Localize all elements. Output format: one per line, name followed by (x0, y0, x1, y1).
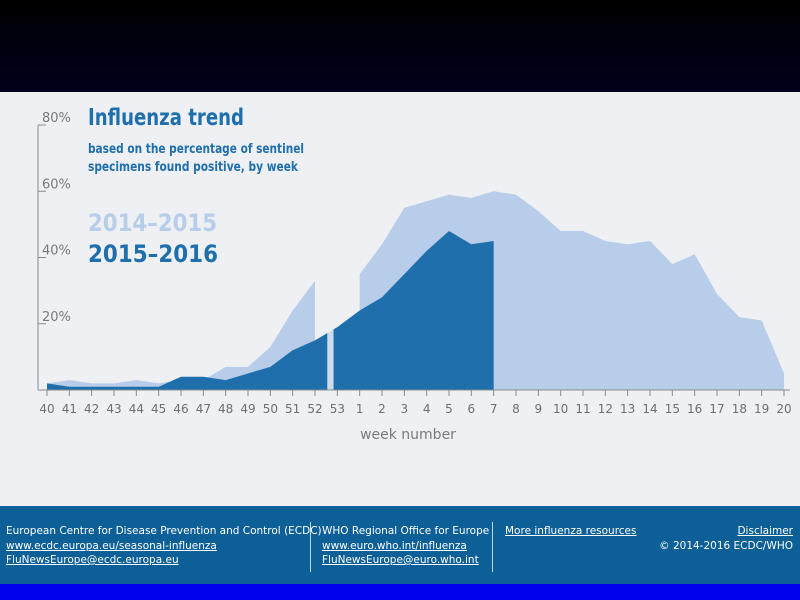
x-tick-label: 46 (173, 402, 188, 416)
x-tick-label: 2 (378, 402, 386, 416)
x-tick-label: 49 (240, 402, 255, 416)
area-layer (47, 191, 784, 390)
area-series-1-segment-0 (47, 231, 494, 390)
x-tick-label: 7 (490, 402, 498, 416)
x-tick-label: 15 (665, 402, 680, 416)
legend-entry-2015-2016: 2015–2016 (88, 240, 218, 268)
x-tick-label: 17 (709, 402, 724, 416)
x-tick-label: 19 (754, 402, 769, 416)
x-tick-label: 11 (575, 402, 590, 416)
x-tick-label: 10 (553, 402, 568, 416)
x-tick-label: 3 (401, 402, 409, 416)
x-tick-label: 13 (620, 402, 635, 416)
footer-who: WHO Regional Office for Europe www.euro.… (322, 524, 489, 568)
chart-panel: 20% 40% 60% 80% 40 41 42 43 44 45 46 47 48 49 50 51 52 53… (0, 92, 800, 506)
x-tick-label: 14 (642, 402, 657, 416)
footer-divider (492, 522, 493, 572)
x-tick-label: 6 (468, 402, 476, 416)
y-tick-label: 40% (42, 244, 71, 259)
x-tick-label: 51 (285, 402, 300, 416)
footer-ecdc: European Centre for Disease Prevention a… (6, 524, 322, 568)
x-tick-label: 45 (151, 402, 166, 416)
x-tick-label: 50 (263, 402, 278, 416)
axes-layer: 20%40%60%80%40 41 42 43 44 45 46 47 48 49 50 51 52 53… (37, 111, 792, 416)
footer: European Centre for Disease Prevention a… (0, 506, 800, 584)
x-tick-label: 52 (307, 402, 322, 416)
footer-more: More influenza resources (505, 524, 637, 539)
x-tick-label: 20 (776, 402, 791, 416)
chart-subtitle-line-1: based on the percentage of sentinel (88, 142, 304, 157)
week53-gap-band (327, 257, 334, 390)
ecdc-email-link[interactable]: FluNewsEurope@ecdc.europa.eu (6, 554, 179, 566)
x-tick-label: 44 (129, 402, 144, 416)
x-tick-label: 1 (356, 402, 364, 416)
x-tick-label: 43 (106, 402, 121, 416)
x-axis-label: week number (360, 427, 456, 443)
x-tick-label: 53 (330, 402, 345, 416)
more-resources-link[interactable]: More influenza resources (505, 525, 637, 537)
who-name: WHO Regional Office for Europe (322, 525, 490, 537)
ecdc-url-link[interactable]: www.ecdc.europa.eu/seasonal-influenza (6, 539, 217, 552)
x-tick-label: 42 (84, 402, 99, 416)
x-tick-label: 40 (39, 402, 54, 416)
y-tick-label: 80% (42, 111, 71, 126)
legend-entry-2014-2015: 2014–2015 (88, 209, 217, 237)
x-tick-label: 8 (512, 402, 520, 416)
who-email-link[interactable]: FluNewsEurope@euro.who.int (322, 554, 479, 566)
who-url-link[interactable]: www.euro.who.int/influenza (322, 539, 467, 552)
chart-subtitle-line-2: specimens found positive, by week (88, 160, 298, 175)
x-tick-label: 41 (62, 402, 77, 416)
slide-top-band (0, 0, 800, 92)
copyright-text: © 2014-2016 ECDC/WHO (659, 539, 793, 552)
x-tick-label: 18 (732, 402, 747, 416)
x-tick-label: 48 (218, 402, 233, 416)
x-tick-label: 12 (598, 402, 613, 416)
disclaimer-link[interactable]: Disclaimer (737, 525, 793, 537)
chart-title: Influenza trend (88, 105, 244, 131)
footer-right: Disclaimer © 2014-2016 ECDC/WHO (659, 524, 793, 553)
x-tick-label: 16 (687, 402, 702, 416)
slide-bottom-strip (0, 584, 800, 600)
y-tick-label: 60% (42, 177, 71, 192)
x-tick-label: 47 (196, 402, 211, 416)
footer-divider (310, 522, 311, 572)
x-tick-label: 4 (423, 402, 431, 416)
x-tick-label: 9 (535, 402, 543, 416)
y-tick-label: 20% (42, 310, 71, 325)
influenza-trend-chart: 20%40%60%80%40 41 42 43 44 45 46 47 48 49 50 51 52 53… (37, 105, 792, 443)
ecdc-name: European Centre for Disease Prevention a… (6, 525, 322, 537)
x-tick-label: 5 (445, 402, 453, 416)
